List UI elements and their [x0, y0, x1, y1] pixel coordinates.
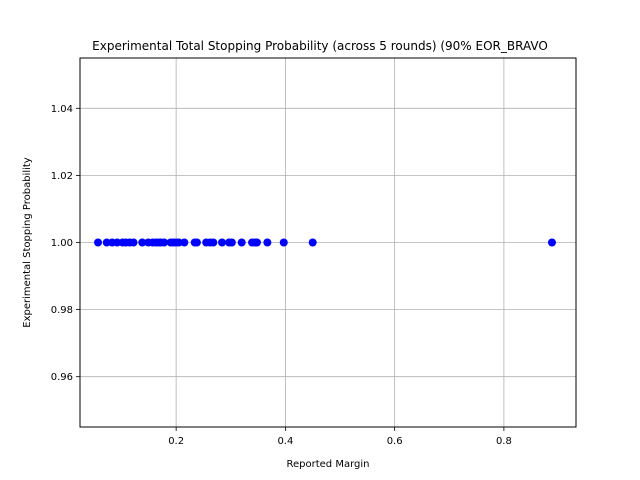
chart-title: Experimental Total Stopping Probability … — [92, 39, 548, 53]
x-axis-label: Reported Margin — [287, 459, 370, 470]
x-tick-label: 0.6 — [387, 436, 403, 447]
data-point — [237, 238, 246, 247]
y-axis-ticks: 0.96 0.98 1.00 1.02 1.04 — [51, 104, 80, 383]
x-tick-label: 0.2 — [168, 436, 184, 447]
y-tick-label: 1.02 — [51, 171, 73, 182]
data-point — [160, 238, 169, 247]
data-point — [94, 238, 103, 247]
data-point — [192, 238, 201, 247]
x-tick-label: 0.8 — [496, 436, 512, 447]
data-point — [263, 238, 272, 247]
x-axis-ticks: 0.2 0.4 0.6 0.8 — [168, 427, 512, 447]
x-tick-label: 0.4 — [277, 436, 293, 447]
y-tick-label: 1.04 — [51, 104, 73, 115]
data-point — [209, 238, 218, 247]
data-point — [279, 238, 288, 247]
data-point — [547, 238, 556, 247]
data-point — [180, 238, 189, 247]
y-axis-label: Experimental Stopping Probability — [22, 157, 33, 328]
y-tick-label: 0.96 — [51, 372, 73, 383]
data-point — [138, 238, 147, 247]
y-tick-label: 0.98 — [51, 305, 73, 316]
data-points — [94, 238, 556, 247]
data-point — [227, 238, 236, 247]
data-point — [308, 238, 317, 247]
data-point — [252, 238, 261, 247]
y-tick-label: 1.00 — [51, 238, 73, 249]
data-point — [218, 238, 227, 247]
data-point — [129, 238, 138, 247]
